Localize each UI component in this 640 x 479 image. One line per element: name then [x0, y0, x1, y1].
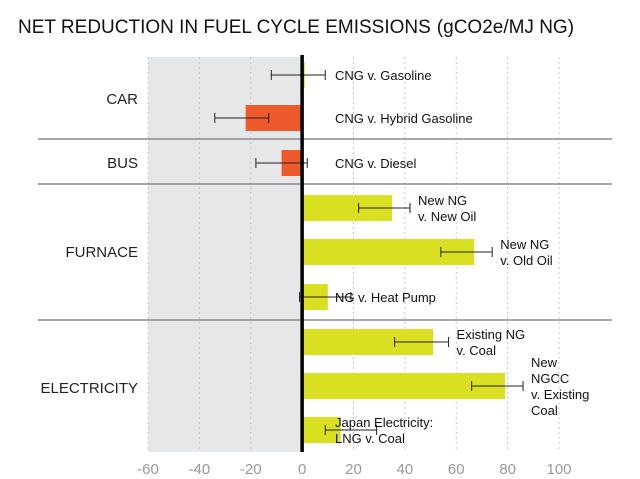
- bar-label-line: CNG v. Diesel: [335, 156, 416, 171]
- bar-label-line: Coal: [531, 403, 558, 418]
- chart-title-unit: (gCO2e/MJ NG): [437, 17, 574, 38]
- group-label-bus: BUS: [107, 155, 138, 172]
- x-tick-label: -20: [240, 461, 262, 478]
- bar-label-line: Japan Electricity:: [335, 415, 433, 430]
- chart-title: NET REDUCTION IN FUEL CYCLE EMISSIONS (gC…: [18, 17, 574, 38]
- bar-label: Existing NG v. Coal: [457, 327, 526, 358]
- x-tick-label: -60: [137, 461, 159, 478]
- bar-label: Japan Electricity: LNG v. Coal: [335, 415, 433, 446]
- bar-label: New NG v. Old Oil: [500, 237, 553, 268]
- group-label-car: CAR: [106, 91, 138, 108]
- bar-label-line: v. Old Oil: [500, 253, 553, 268]
- x-tick-label: 80: [499, 461, 516, 478]
- bar-label-line: New NG: [418, 193, 467, 208]
- group-label-electricity: ELECTRICITY: [40, 380, 138, 397]
- bar-label: New NGCC v. Existing Coal: [531, 355, 589, 418]
- bar-label-line: NG v. Heat Pump: [335, 290, 436, 305]
- group-label-furnace: FURNACE: [65, 244, 138, 261]
- bar-label-line: CNG v. Hybrid Gasoline: [335, 111, 473, 126]
- bar-label-line: v. Existing: [531, 387, 589, 402]
- x-tick-label: 0: [298, 461, 306, 478]
- plot-area: CAR CNG v. Gasoline CNG v. Hybrid Gasoline…: [38, 55, 612, 478]
- bar-label: CNG v. Gasoline: [335, 68, 432, 83]
- x-tick-label: -40: [189, 461, 211, 478]
- bar-label-line: Existing NG: [457, 327, 526, 342]
- x-tick-label: 40: [397, 461, 414, 478]
- bar-label: CNG v. Hybrid Gasoline: [335, 111, 473, 126]
- bar-label-line: NGCC: [531, 371, 569, 386]
- bar-label-line: New: [531, 355, 558, 370]
- bar-label: CNG v. Diesel: [335, 156, 416, 171]
- bar-label-line: v. New Oil: [418, 209, 476, 224]
- bar-label-line: New NG: [500, 237, 549, 252]
- x-tick-label: 20: [345, 461, 362, 478]
- x-tick-label: 100: [546, 461, 571, 478]
- chart-title-main: NET REDUCTION IN FUEL CYCLE EMISSIONS: [18, 17, 431, 38]
- bar-label-line: CNG v. Gasoline: [335, 68, 432, 83]
- x-tick-label: 60: [448, 461, 465, 478]
- bar-label-line: v. Coal: [457, 343, 497, 358]
- bar-label-line: LNG v. Coal: [335, 431, 405, 446]
- bar-label: New NG v. New Oil: [418, 193, 476, 224]
- bar-label: NG v. Heat Pump: [335, 290, 436, 305]
